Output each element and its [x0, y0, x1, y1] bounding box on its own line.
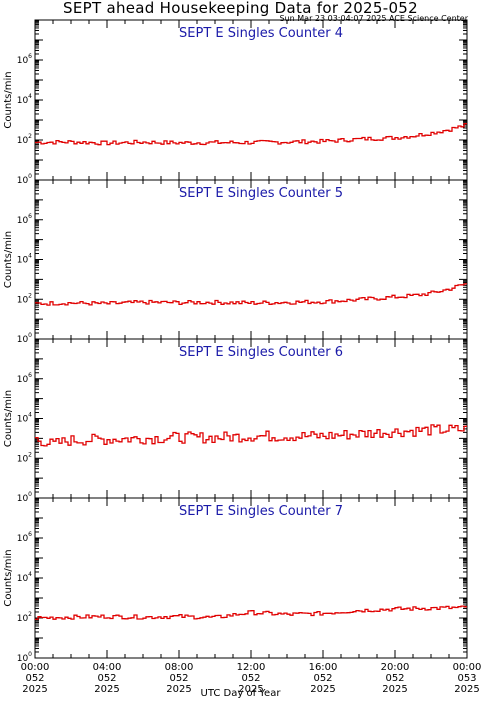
x-tick-labels: 00:00052202504:00052202508:00052202512:0… [21, 662, 481, 695]
y-tick-label: 100 [17, 651, 32, 664]
panel-title: SEPT E Singles Counter 6 [179, 345, 343, 360]
y-tick-label: 100 [17, 332, 32, 345]
x-tick-label: 00:00 [453, 662, 481, 673]
x-tick-label: 20:00 [381, 662, 410, 673]
data-series-line [35, 283, 467, 306]
plot-frame [34, 338, 468, 499]
panel-title: SEPT E Singles Counter 7 [179, 504, 343, 519]
y-axis-label: Counts/min [3, 549, 14, 606]
x-tick-label: 052 [97, 673, 116, 684]
y-tick-label: 100 [17, 491, 32, 504]
x-tick-label: 2025 [382, 684, 407, 695]
panel-title: SEPT E Singles Counter 4 [179, 26, 343, 41]
x-tick-label: 2025 [94, 684, 119, 695]
plot-frame [34, 497, 468, 659]
x-tick-label: 2025 [310, 684, 335, 695]
panel-5: 100 102 104 106 SEPT E Singles Counter 5 Coun… [3, 179, 468, 345]
panel-title: SEPT E Singles Counter 5 [179, 186, 343, 201]
y-tick-label: 104 [17, 253, 32, 266]
y-axis-label: Counts/min [3, 390, 14, 447]
x-tick-label: 052 [313, 673, 332, 684]
y-tick-label: 102 [17, 133, 32, 146]
x-tick-label: 052 [385, 673, 404, 684]
y-tick-label: 102 [17, 292, 32, 305]
y-tick-label: 106 [17, 531, 32, 544]
x-axis-title: UTC Day of Year [200, 688, 281, 699]
panel-7: 100 102 104 106 SEPT E Singles Counter 7 Coun… [3, 497, 468, 664]
x-tick-label: 2025 [166, 684, 191, 695]
y-tick-label: 102 [17, 451, 32, 464]
y-tick-label: 104 [17, 571, 32, 584]
y-tick-label: 104 [17, 93, 32, 106]
y-tick-label: 100 [17, 173, 32, 186]
x-tick-label: 00:00 [21, 662, 50, 673]
y-axis-label: Counts/min [3, 231, 14, 288]
x-tick-label: 12:00 [237, 662, 266, 673]
page-title: SEPT ahead Housekeeping Data for 2025-05… [63, 0, 418, 17]
data-series-line [35, 123, 467, 146]
plot-frame [34, 19, 468, 181]
data-series-line [35, 424, 467, 447]
x-tick-label: 052 [241, 673, 260, 684]
x-tick-label: 052 [169, 673, 188, 684]
x-tick-label: 2025 [454, 684, 479, 695]
x-tick-label: 08:00 [165, 662, 194, 673]
y-tick-label: 104 [17, 412, 32, 425]
x-tick-label: 2025 [22, 684, 47, 695]
panel-6: 100 102 104 106 SEPT E Singles Counter 6 Coun… [3, 338, 468, 504]
y-axis-label: Counts/min [3, 71, 14, 128]
x-tick-label: 053 [457, 673, 476, 684]
data-series-line [35, 605, 467, 620]
plot-frame [34, 179, 468, 340]
x-tick-label: 16:00 [309, 662, 338, 673]
y-tick-label: 106 [17, 213, 32, 226]
panel-4: 100 102 104 106 SEPT E Singles Counter 4 Coun… [3, 19, 468, 186]
x-tick-label: 2025 [238, 684, 263, 695]
x-tick-label: 052 [25, 673, 44, 684]
x-tick-label: 04:00 [93, 662, 122, 673]
y-tick-label: 106 [17, 53, 32, 66]
generation-timestamp: Sun Mar 23 03:04:07 2025 ACE Science Cen… [279, 14, 469, 23]
y-tick-label: 102 [17, 611, 32, 624]
y-tick-label: 106 [17, 372, 32, 385]
